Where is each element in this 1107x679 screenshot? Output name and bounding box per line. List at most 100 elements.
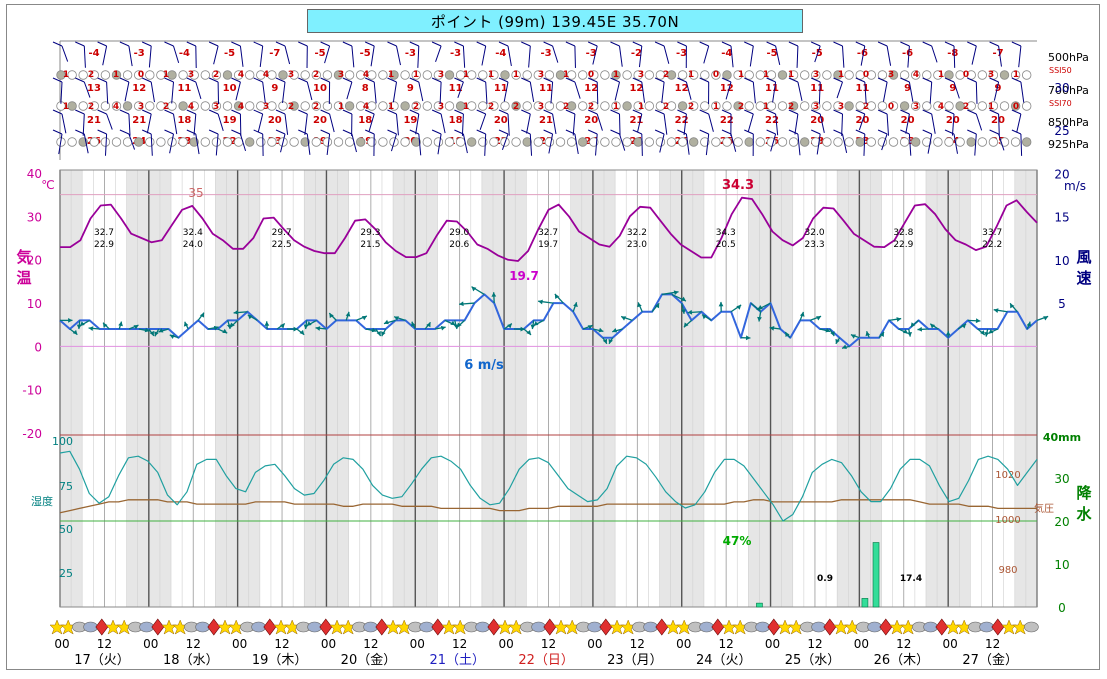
wind-barb-flag	[364, 41, 375, 47]
day-label: 19（木）	[252, 653, 308, 668]
wind-barb	[619, 113, 621, 136]
sun-icon	[767, 618, 781, 636]
humidity-marker	[89, 70, 100, 80]
humidity-marker	[511, 137, 521, 147]
wind-barb-flag	[855, 109, 866, 115]
humidity-marker	[222, 137, 233, 147]
wind-barb	[239, 45, 244, 67]
humidity-marker	[733, 137, 743, 147]
wind-barb	[324, 45, 331, 64]
ssi50-value: 3	[338, 70, 344, 80]
upper-air-temp-t500: -6	[857, 48, 868, 59]
daily-min-label: 23.0	[627, 240, 647, 250]
wind-barb	[770, 133, 777, 152]
wind-barb-flag	[967, 109, 977, 115]
wind-barb-flag	[967, 77, 977, 83]
upper-air-temp-t500: -4	[179, 48, 190, 59]
humidity-marker	[722, 137, 732, 147]
wind-barb-flag	[431, 77, 442, 83]
humidity-marker	[267, 137, 277, 147]
humidity-marker	[533, 137, 544, 147]
humidity-marker	[899, 70, 910, 80]
precip-unit: 40mm	[1043, 431, 1081, 444]
wind-arrow-head	[961, 323, 967, 329]
wind-barb-flag	[342, 41, 353, 47]
wind-barb-flag	[164, 77, 174, 83]
wind-barb-flag	[275, 129, 286, 135]
wind-barb	[215, 133, 219, 156]
wind-barb	[61, 113, 67, 134]
humidity-marker	[866, 101, 877, 111]
wind-barb	[1020, 133, 1023, 156]
star-icon	[385, 619, 401, 635]
humidity-marker	[700, 137, 710, 147]
wind-barb	[993, 81, 1000, 101]
humidity-marker	[733, 70, 743, 80]
wind-arrow-head	[681, 309, 686, 314]
wind-barb-flag	[342, 77, 353, 83]
humidity-marker	[800, 137, 810, 147]
wind-barb-flag	[409, 129, 420, 135]
wind-barb-flag	[900, 77, 910, 83]
temp-tick: -20	[22, 427, 42, 441]
wind-barb-flag	[75, 109, 85, 115]
ssi70-value: 4	[938, 102, 944, 112]
wind-barb	[462, 133, 468, 154]
wind-barb-flag	[253, 41, 263, 47]
humidity-marker	[467, 101, 477, 111]
wind-barb-flag	[431, 109, 442, 115]
wind-barb	[882, 81, 888, 102]
wind-arrow-head	[68, 317, 73, 323]
wind-barb-flag	[922, 77, 932, 83]
humidity-marker	[744, 101, 754, 111]
wind-arrow-head	[612, 327, 618, 333]
hour-label-12: 12	[807, 637, 822, 651]
humidity-marker	[344, 137, 355, 147]
humidity-marker	[777, 137, 788, 147]
wind-barb-flag	[409, 41, 420, 47]
wind-barb	[998, 45, 1002, 67]
ssi50-value: 3	[988, 70, 994, 80]
ssi70-value: 1	[338, 102, 344, 112]
ref-35-label: 35	[188, 186, 203, 200]
sun-icon	[95, 618, 109, 636]
humidity-marker	[322, 101, 333, 111]
ssi70-value: 1	[388, 102, 394, 112]
upper-air-temp-t700: 10	[313, 83, 327, 94]
humidity-marker	[378, 70, 388, 80]
wind-barb-flag	[967, 41, 977, 47]
wind-arrow-head	[471, 286, 477, 292]
wind-barb-flag	[97, 41, 107, 47]
humidity-marker	[1021, 137, 1032, 147]
ssi70-value: 3	[913, 102, 919, 112]
humidity-marker	[1010, 137, 1021, 147]
wind-barb-flag	[900, 109, 910, 115]
upper-air-temp-t850: 21	[629, 115, 643, 126]
wind-arrow-head	[907, 331, 913, 337]
upper-air-temp-t500: -5	[766, 48, 777, 59]
wind-barb	[814, 45, 821, 63]
upper-air-temp-t850: 20	[268, 115, 282, 126]
day-label: 26（木）	[874, 653, 930, 668]
hour-label-12: 12	[541, 637, 556, 651]
humidity-marker	[367, 137, 377, 147]
wind-barb-flag	[186, 41, 197, 47]
ssi50-value: 4	[238, 70, 244, 80]
humidity-marker	[133, 101, 144, 111]
humidity-marker	[877, 101, 888, 111]
ssi50-label: SSI50	[1049, 66, 1072, 75]
wind-arrow-head	[329, 313, 334, 319]
ssi70-value: 1	[613, 102, 619, 112]
upper-air-temp-t500: -4	[88, 48, 99, 59]
wind-barb-flag	[454, 77, 464, 83]
wind-arrow-head	[158, 328, 164, 333]
humidity-marker	[888, 101, 899, 111]
ssi70-value: 2	[688, 102, 694, 112]
wind-barb-flag	[543, 129, 553, 135]
wind-barb	[661, 81, 665, 104]
wind-arrow-head	[361, 316, 367, 321]
wind-barb-flag	[253, 109, 263, 115]
humidity-marker	[744, 70, 754, 80]
wind-arrow-head	[850, 334, 856, 339]
wind-barb-flag	[97, 77, 107, 83]
